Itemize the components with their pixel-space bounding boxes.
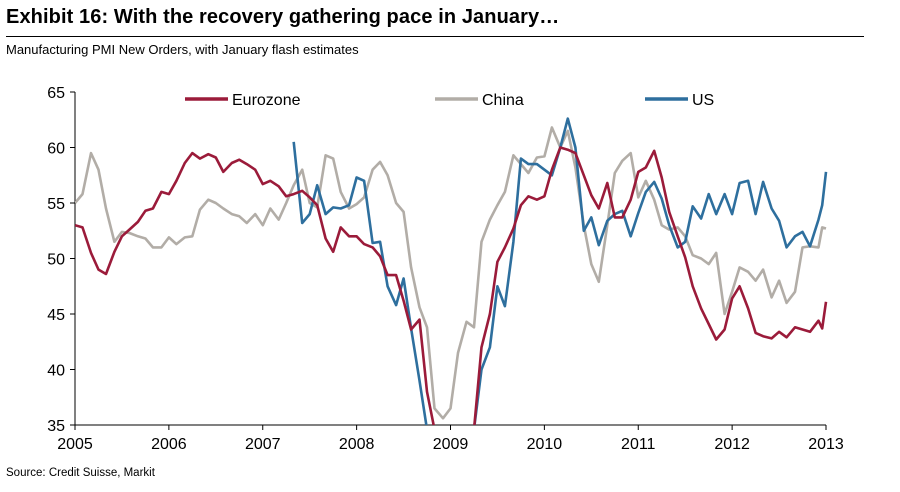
y-tick-label: 35 (47, 418, 65, 435)
series-line-eurozone (75, 151, 435, 425)
x-tick-label: 2007 (245, 436, 281, 453)
chart-legend: Eurozone China US (185, 92, 714, 109)
y-tick-label: 60 (47, 141, 65, 158)
series-line-china (75, 126, 827, 420)
series-line-us (292, 141, 428, 425)
y-tick-label: 55 (47, 196, 65, 213)
x-tick-label: 2009 (433, 436, 469, 453)
y-tick-label: 50 (47, 252, 65, 269)
chart-series (75, 117, 828, 425)
legend-label-eurozone: Eurozone (232, 92, 301, 109)
chart-subtitle: Manufacturing PMI New Orders, with Janua… (6, 42, 359, 57)
x-tick-label: 2005 (57, 436, 93, 453)
x-tick-label: 2011 (621, 436, 656, 453)
title-divider (6, 36, 864, 37)
series-line-us (473, 117, 828, 425)
legend-label-china: China (482, 92, 524, 109)
x-tick-label: 2010 (527, 436, 563, 453)
chart-axes: 35 40 45 50 55 60 65 2005 2006 2007 2008 2009 2010 20… (47, 85, 844, 453)
x-tick-label: 2008 (339, 436, 375, 453)
x-tick-label: 2012 (714, 436, 750, 453)
y-tick-label: 45 (47, 307, 65, 324)
chart-title: Exhibit 16: With the recovery gathering … (6, 6, 560, 28)
x-tick-label: 2006 (151, 436, 187, 453)
y-tick-label: 40 (47, 363, 65, 380)
source-note: Source: Credit Suisse, Markit (6, 467, 155, 479)
legend-label-us: US (692, 92, 714, 109)
x-tick-label: 2013 (808, 436, 844, 453)
series-line-eurozone (473, 146, 828, 425)
y-tick-label: 65 (47, 85, 65, 102)
